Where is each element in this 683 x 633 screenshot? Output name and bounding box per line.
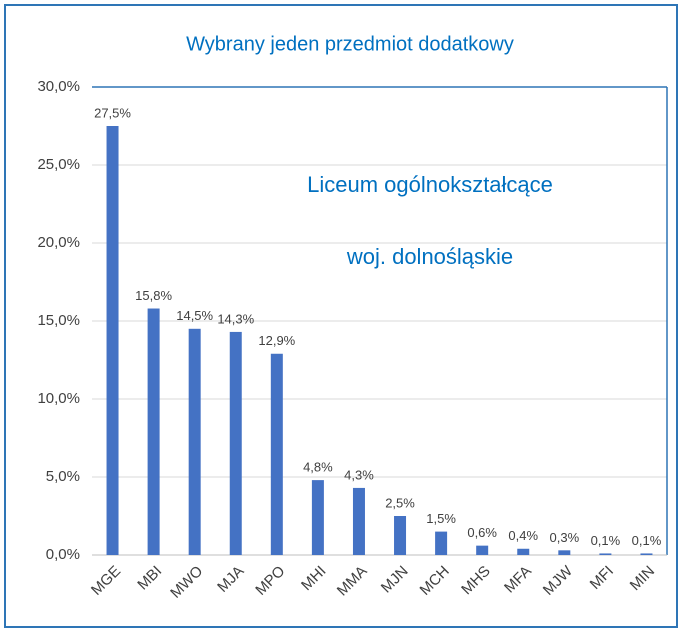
value-label: 2,5% — [385, 495, 415, 510]
bar — [476, 545, 489, 555]
value-label: 1,5% — [426, 511, 456, 526]
bar — [270, 353, 283, 555]
bar — [558, 550, 571, 555]
value-label: 0,1% — [591, 533, 621, 548]
y-tick-label: 20,0% — [37, 234, 80, 251]
bar — [106, 126, 119, 555]
y-tick-label: 0,0% — [46, 546, 80, 563]
value-label: 4,3% — [344, 467, 374, 482]
bar — [435, 531, 448, 555]
value-label: 4,8% — [303, 460, 333, 475]
y-tick-label: 25,0% — [37, 156, 80, 173]
value-label: 0,6% — [467, 525, 497, 540]
y-tick-label: 15,0% — [37, 312, 80, 329]
y-tick-label: 10,0% — [37, 390, 80, 407]
bar — [147, 308, 160, 555]
value-label: 12,9% — [258, 333, 295, 348]
bar — [640, 553, 653, 555]
annotation: Liceum ogólnokształcące — [307, 172, 553, 197]
value-label: 15,8% — [135, 288, 172, 303]
bar — [517, 548, 530, 555]
y-tick-label: 30,0% — [37, 78, 80, 95]
value-label: 0,4% — [508, 528, 538, 543]
value-label: 14,3% — [217, 311, 254, 326]
bar — [599, 553, 612, 555]
value-label: 14,5% — [176, 308, 213, 323]
bar — [311, 480, 324, 555]
bar — [229, 331, 242, 555]
value-label: 0,3% — [550, 530, 580, 545]
chart-title: Wybrany jeden przedmiot dodatkowy — [186, 33, 514, 55]
bar — [394, 516, 407, 555]
value-label: 0,1% — [632, 533, 662, 548]
y-tick-label: 5,0% — [46, 468, 80, 485]
bar — [188, 328, 201, 555]
value-label: 27,5% — [94, 105, 131, 120]
annotation: woj. dolnośląskie — [346, 244, 513, 269]
bar — [352, 487, 365, 555]
